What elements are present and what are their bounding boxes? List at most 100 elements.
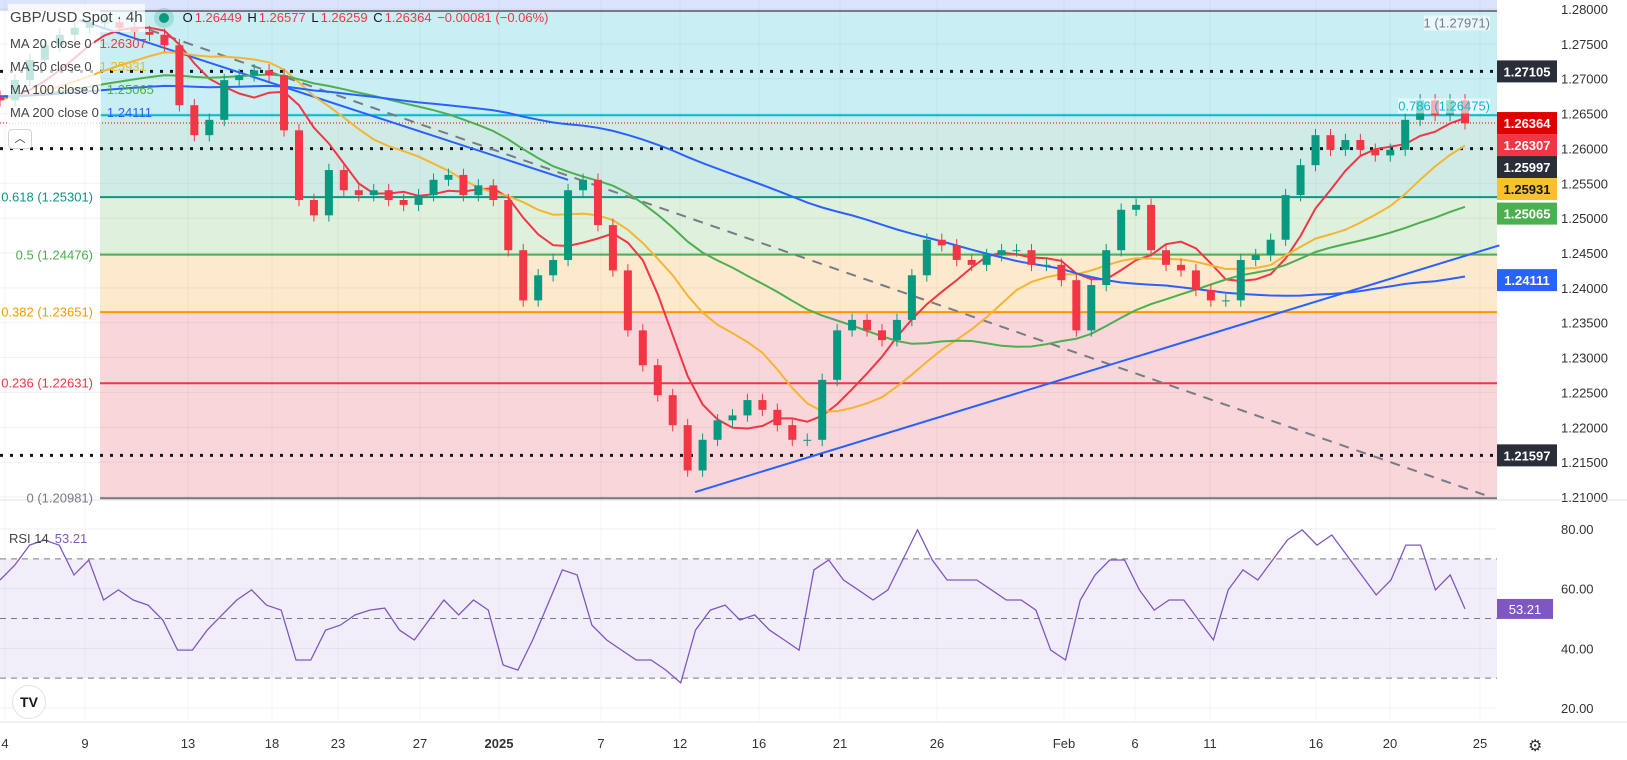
candle-body	[1371, 149, 1380, 156]
candle-body	[967, 259, 976, 265]
close-value: 1.26364	[384, 10, 432, 25]
candle-body	[1012, 250, 1021, 252]
candle-body	[444, 174, 453, 180]
price-tick-label: 1.23500	[1561, 316, 1608, 331]
candle-body	[265, 70, 274, 76]
time-tick-label: Feb	[1053, 736, 1075, 751]
fib-label: 1 (1.27971)	[1423, 15, 1490, 31]
rsi-tick-label: 80.00	[1561, 522, 1594, 537]
ma-line-ma20	[0, 26, 1466, 430]
time-tick-label: 2025	[485, 736, 514, 751]
trendlines[interactable]	[78, 19, 1500, 496]
price-badge	[1497, 60, 1557, 83]
ma-label: MA 100 close 0	[8, 78, 101, 101]
price-badge-value: 1.25997	[1504, 160, 1551, 175]
candle-body	[937, 239, 946, 246]
rsi-legend: RSI 14 53.21	[9, 531, 88, 546]
candle-body	[922, 239, 931, 276]
ma-label: MA 200 close 0	[8, 101, 101, 124]
candle-body	[997, 250, 1006, 256]
time-tick-label: 23	[331, 736, 345, 751]
price-badge	[1497, 112, 1557, 135]
candle-body	[758, 400, 767, 410]
ma-value: 1.26307	[99, 36, 147, 51]
fib-zone	[100, 115, 1497, 198]
candle-body	[1401, 119, 1410, 150]
ma-legend-row[interactable]: MA 100 close 0 1.25065	[8, 78, 551, 101]
candle-body	[623, 270, 632, 331]
chart-legend: GBP/USD Spot · 4h O 1.26449 H 1.26577 L 1.2…	[8, 2, 551, 124]
candle-body	[309, 200, 318, 216]
candle-body	[384, 190, 393, 201]
candle-body	[160, 34, 169, 46]
candle-body	[982, 255, 991, 265]
symbol-row: GBP/USD Spot · 4h O 1.26449 H 1.26577 L 1.2…	[8, 4, 551, 32]
price-badge	[1497, 178, 1557, 201]
price-tick-label: 1.24000	[1561, 281, 1608, 296]
price-tick-label: 1.23000	[1561, 351, 1608, 366]
candle-body	[429, 179, 438, 196]
high-value: 1.26577	[258, 10, 306, 25]
price-badge-value: 1.25065	[1504, 207, 1551, 222]
trendline-dashed	[149, 28, 1485, 496]
candle-body	[1132, 204, 1141, 210]
time-tick-label: 16	[1309, 736, 1323, 751]
ma-legend-row[interactable]: MA 20 close 0 1.26307	[8, 32, 551, 55]
candle-body	[1221, 300, 1230, 302]
fib-zone	[100, 383, 1497, 499]
candle-body	[504, 200, 513, 251]
candle-body	[1057, 264, 1066, 281]
rsi-tick-label: 20.00	[1561, 701, 1594, 716]
price-badge	[1497, 444, 1557, 467]
ma-line-ma200	[0, 84, 1466, 297]
symbol-title[interactable]: GBP/USD Spot · 4h	[8, 4, 145, 32]
price-tick-label: 1.28000	[1561, 2, 1608, 17]
horizontal-levels[interactable]	[0, 69, 1497, 457]
time-tick-label: 12	[673, 736, 687, 751]
candle-body	[877, 330, 886, 341]
rsi-value: 53.21	[54, 531, 88, 546]
candle-body	[339, 170, 348, 191]
time-tick-label: 26	[930, 736, 944, 751]
ma-label: MA 50 close 0	[8, 55, 94, 78]
candle-body	[474, 185, 483, 196]
price-tick-label: 1.21500	[1561, 455, 1608, 470]
tradingview-logo[interactable]: TV	[12, 685, 46, 719]
ohlc-values: O 1.26449 H 1.26577 L 1.26259 C 1.26364 −0.0…	[182, 10, 549, 25]
fib-label: 0.236 (1.22631)	[1, 375, 93, 391]
candle-body	[489, 185, 498, 201]
candle-body	[564, 190, 573, 260]
price-badge	[1497, 156, 1557, 179]
price-tick-label: 1.25500	[1561, 176, 1608, 191]
ma-legend-row[interactable]: MA 200 close 0 1.24111	[8, 101, 551, 124]
candle-body	[1042, 264, 1051, 266]
ma-value: 1.25065	[106, 82, 154, 97]
candle-body	[1147, 204, 1156, 251]
candle-body	[175, 45, 184, 106]
price-badges: 53.21 1.27105 1.26364 1.26307 1.25997 1.25931…	[1497, 60, 1557, 619]
fib-zone	[100, 312, 1497, 384]
ma-line-ma100	[0, 73, 1466, 348]
price-tick-label: 1.27500	[1561, 37, 1608, 52]
time-tick-label: 18	[265, 736, 279, 751]
candle-body	[892, 319, 901, 341]
candles	[0, 15, 1469, 477]
fibonacci-retracement[interactable]	[0, 0, 1497, 500]
price-badge-value: 1.26364	[1504, 116, 1552, 131]
candle-body	[1356, 140, 1365, 150]
fib-label: 0.5 (1.24476)	[15, 247, 93, 263]
price-tick-label: 1.24500	[1561, 246, 1608, 261]
candle-body	[848, 319, 857, 331]
ma-value: 1.24111	[106, 105, 152, 120]
candle-body	[190, 105, 199, 136]
gear-icon[interactable]: ⚙	[1528, 738, 1543, 755]
price-badge-value: 1.25931	[1504, 182, 1551, 197]
candle-body	[459, 174, 468, 196]
chevron-up-icon[interactable]: ︿	[8, 129, 32, 149]
fib-label: 0.618 (1.25301)	[1, 189, 93, 205]
price-tick-label: 1.26500	[1561, 107, 1608, 122]
ma-legend-row[interactable]: MA 50 close 0 1.25931	[8, 55, 551, 78]
rsi-line	[0, 528, 1466, 685]
